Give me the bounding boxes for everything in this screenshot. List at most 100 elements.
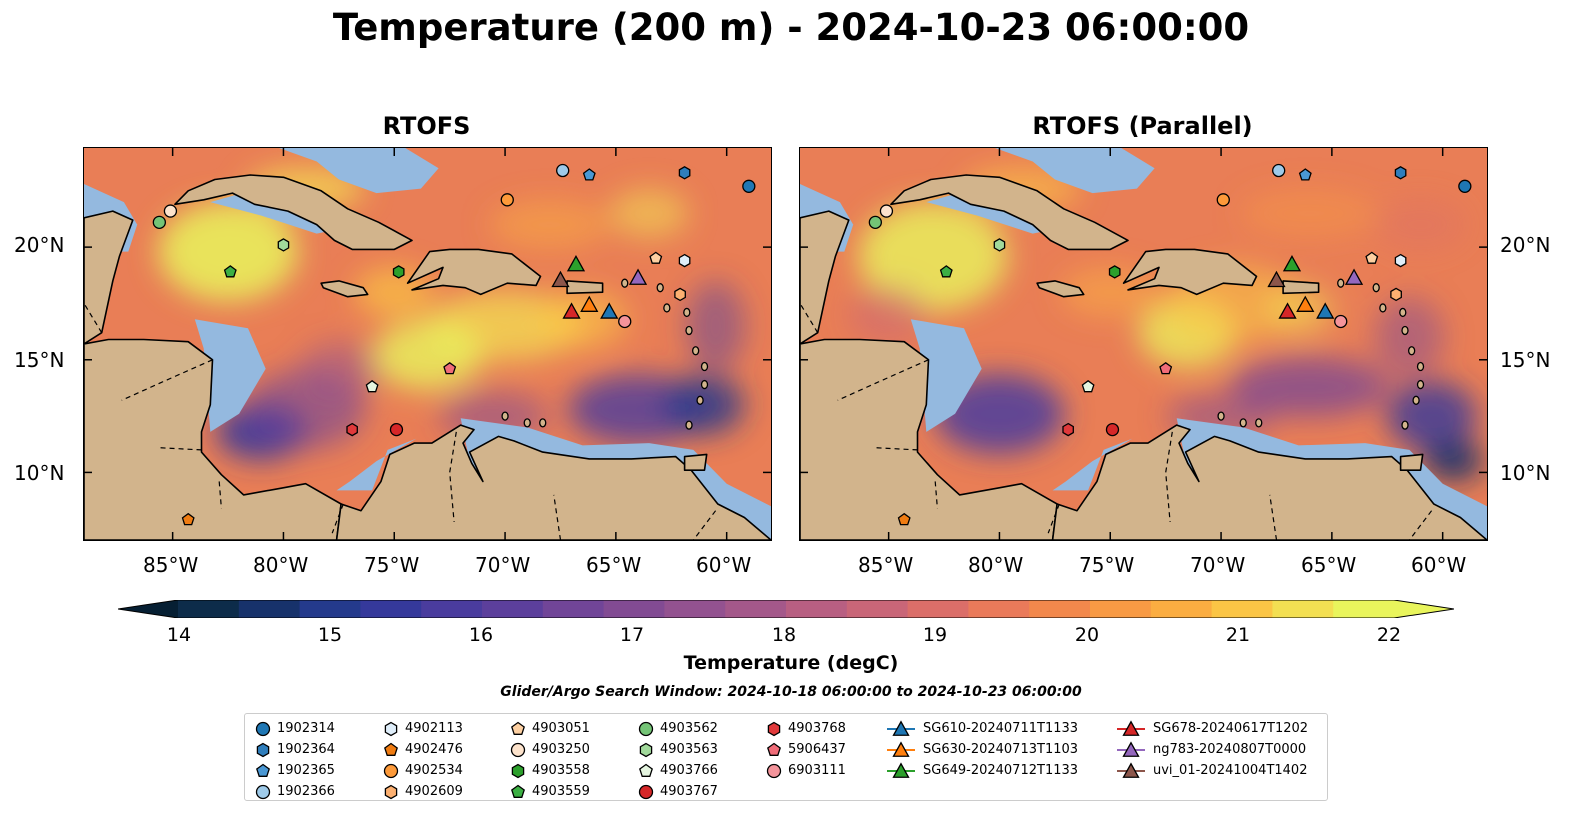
- land-yucatan: [84, 210, 134, 345]
- land-cuba: [890, 174, 1129, 251]
- colorbar-segment: [421, 600, 483, 618]
- pentagon-marker-icon: [767, 742, 781, 756]
- pentagon-marker-icon: [897, 512, 911, 526]
- temperature-blob: [1374, 297, 1445, 378]
- hexagon-marker-icon: [384, 784, 398, 799]
- triangle-line-marker-icon: [887, 740, 915, 757]
- land-yucatan: [800, 210, 850, 345]
- map-rtofs: [84, 148, 771, 540]
- island: [1416, 379, 1425, 390]
- hexagon-marker-icon: [993, 238, 1006, 252]
- circle-marker-icon: [163, 204, 178, 218]
- legend-item: 4903559: [510, 781, 590, 802]
- colorbar-segment: [786, 600, 848, 618]
- triangle-marker-icon: [1282, 255, 1302, 272]
- land-southamerica: [1051, 424, 1487, 540]
- lon-label: 80°W: [968, 553, 1024, 577]
- circle-marker-icon: [255, 784, 271, 799]
- colorbar-segment: [1150, 600, 1213, 618]
- colorbar-tick-label: 21: [1225, 624, 1251, 646]
- pentagon-marker-icon: [256, 763, 270, 777]
- legend: 1902314 1902364 1902365 1902366 4902113 …: [244, 713, 1328, 801]
- colorbar: [117, 599, 1455, 619]
- legend-column: SG610-20240711T1133 SG630-20240713T1103 …: [885, 718, 1078, 781]
- colorbar-segment: [907, 600, 969, 618]
- temperature-blob: [372, 320, 483, 391]
- triangle-marker-icon: [1278, 302, 1297, 319]
- legend-item: 4902534: [383, 760, 463, 781]
- pentagon-marker-icon: [181, 512, 195, 526]
- lon-label: 65°W: [1301, 553, 1357, 577]
- temperature-blob: [1229, 356, 1390, 417]
- pentagon-marker-icon: [639, 763, 653, 777]
- triangle-line-marker-icon: [887, 761, 915, 778]
- shelf-columbia: [1052, 438, 1133, 491]
- country-border: [934, 481, 938, 509]
- hexagon-marker-icon: [767, 721, 781, 736]
- circle-marker-icon: [638, 721, 654, 736]
- country-border: [800, 303, 819, 334]
- pentagon-marker-icon: [511, 721, 525, 735]
- colorbar-tick-label: 17: [619, 624, 645, 646]
- island: [1217, 411, 1225, 421]
- legend-item: 1902314: [255, 718, 335, 739]
- land-trinidad: [683, 453, 708, 472]
- legend-item: SG610-20240711T1133: [885, 718, 1078, 739]
- pentagon-marker-icon: [1365, 251, 1379, 264]
- circle-marker-icon: [618, 314, 632, 329]
- island: [1401, 325, 1409, 336]
- shelf-bahamas: [279, 148, 439, 194]
- colorbar-tick-label: 20: [1074, 624, 1100, 646]
- colorbar-label: Temperature (degC): [683, 652, 899, 674]
- country-border: [553, 494, 562, 540]
- hexagon-marker-icon: [1062, 422, 1074, 437]
- pentagon-marker-icon: [384, 742, 398, 756]
- lat-label: 15°N: [1500, 348, 1551, 372]
- temperature-blob: [664, 374, 745, 435]
- land-southamerica: [335, 424, 771, 540]
- shelf-cuba_s: [926, 195, 1055, 234]
- hexagon-marker-icon: [1390, 287, 1402, 302]
- island: [1379, 303, 1387, 313]
- circle-marker-icon: [383, 763, 399, 778]
- land-jamaica: [1036, 280, 1085, 298]
- colorbar-over-extend: [1394, 600, 1454, 618]
- colorbar-segment: [360, 600, 422, 618]
- colorbar-segment: [1090, 600, 1152, 618]
- legend-item: uvi_01-20241004T1402: [1115, 760, 1308, 781]
- temperature-blob: [1375, 199, 1466, 250]
- map-panel-rtofs[interactable]: [83, 147, 772, 541]
- colorbar-tick-label: 15: [317, 624, 343, 646]
- country-border: [873, 447, 918, 451]
- hexagon-marker-icon: [678, 253, 691, 268]
- lon-label: 85°W: [858, 553, 914, 577]
- triangle-marker-icon: [1122, 740, 1140, 757]
- lon-label: 80°W: [253, 553, 309, 577]
- circle-marker-icon: [1458, 179, 1472, 193]
- temperature-blob: [1239, 188, 1380, 239]
- map-panel-rtofs-parallel[interactable]: [799, 147, 1488, 541]
- legend-item: 1902365: [255, 760, 335, 781]
- colorbar-segment: [1272, 600, 1334, 618]
- circle-marker-icon: [868, 215, 882, 229]
- triangle-marker-icon: [1344, 268, 1364, 285]
- circle-marker-icon: [638, 721, 654, 736]
- island: [1401, 420, 1409, 430]
- colorbar-segment: [542, 600, 605, 618]
- land-puertorico: [566, 280, 604, 295]
- land-jamaica: [320, 280, 369, 298]
- legend-item: SG630-20240713T1103: [885, 739, 1078, 760]
- island: [1372, 283, 1380, 293]
- lat-label: 20°N: [14, 233, 65, 257]
- legend-column: 4903051 4903250 4903558 4903559: [510, 718, 590, 802]
- colorbar-tick-label: 14: [166, 624, 192, 646]
- island: [663, 303, 671, 313]
- island: [523, 418, 531, 428]
- legend-column: 4903562 4903563 4903766 4903767: [638, 718, 718, 802]
- legend-item: 5906437: [766, 739, 846, 760]
- shelf-bahamas: [995, 148, 1155, 194]
- pentagon-marker-icon: [1298, 168, 1312, 181]
- island: [1255, 418, 1263, 428]
- pentagon-marker-icon: [649, 251, 663, 264]
- temperature-blob: [934, 373, 1065, 454]
